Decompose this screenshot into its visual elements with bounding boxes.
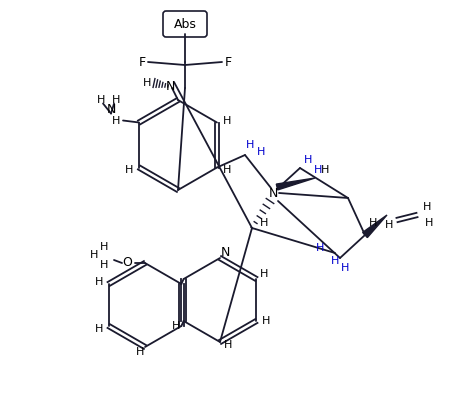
Text: H: H xyxy=(315,243,324,253)
Text: O: O xyxy=(122,257,131,270)
Text: H: H xyxy=(111,95,120,105)
Text: N: N xyxy=(165,80,174,93)
Text: H: H xyxy=(422,202,430,212)
Text: H: H xyxy=(245,140,253,150)
Text: H: H xyxy=(368,218,376,228)
Text: N: N xyxy=(106,103,116,116)
Text: H: H xyxy=(136,347,144,357)
Text: H: H xyxy=(94,277,102,287)
Text: H: H xyxy=(313,165,322,175)
Text: H: H xyxy=(262,316,270,326)
Text: H: H xyxy=(100,260,108,270)
Text: H: H xyxy=(384,220,392,230)
Text: H: H xyxy=(424,218,432,228)
Text: N: N xyxy=(220,246,229,259)
Polygon shape xyxy=(276,178,314,190)
Text: H: H xyxy=(330,256,339,266)
Text: H: H xyxy=(111,116,120,126)
FancyBboxPatch shape xyxy=(162,11,207,37)
Text: H: H xyxy=(100,242,108,252)
Text: H: H xyxy=(256,147,265,157)
Text: Abs: Abs xyxy=(173,17,196,30)
Text: H: H xyxy=(259,218,268,228)
Text: H: H xyxy=(142,78,151,88)
Text: H: H xyxy=(222,116,231,126)
Text: H: H xyxy=(94,324,102,334)
Text: H: H xyxy=(340,263,349,273)
Text: H: H xyxy=(96,95,105,105)
Text: H: H xyxy=(171,321,179,331)
Text: H: H xyxy=(320,165,329,175)
Text: H: H xyxy=(222,164,231,175)
Text: H: H xyxy=(125,164,133,175)
Text: N: N xyxy=(268,187,277,200)
Text: F: F xyxy=(224,55,231,69)
Text: H: H xyxy=(260,269,268,279)
Text: F: F xyxy=(138,55,145,69)
Text: H: H xyxy=(303,155,312,165)
Text: H: H xyxy=(90,250,98,260)
Text: H: H xyxy=(223,340,232,350)
Polygon shape xyxy=(362,215,386,238)
